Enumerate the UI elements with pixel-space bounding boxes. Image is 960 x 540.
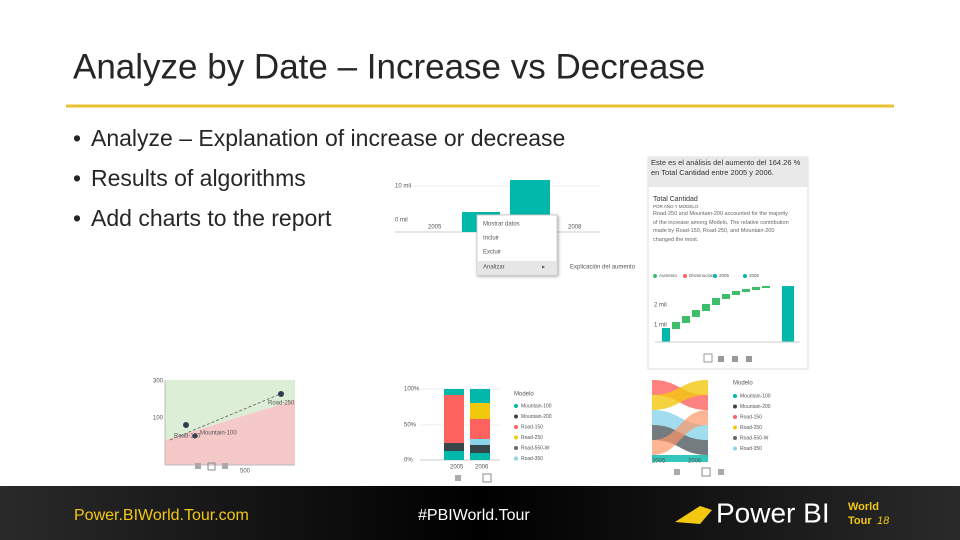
menu-item[interactable]: Excluir [483,250,501,256]
x-label: 2006 [688,459,702,465]
y-label: 100% [404,387,420,393]
panel-chart-subtitle: POR AÑO Y MODELO [653,203,699,209]
legend-dot [514,425,518,429]
menu-highlight [477,261,557,274]
legend-item: Road-550-W [521,445,550,451]
logo-text: Power BI [716,497,830,528]
bullet: Results of algorithms [91,165,306,191]
menu-arrow: ▸ [542,265,545,271]
legend-title: Modelo [514,392,534,398]
sankey-thumb: 2005 2006 Modelo Mountain-100 Mountain-20… [652,380,771,477]
stacked-thumb: 100% 50% 0% 2005 2006 Modelo Mountain-10… [404,387,552,483]
point-label: Mountain-100 [200,431,237,437]
legend-dot [733,394,737,398]
x-label: 2005 [450,465,464,471]
footer-website: Power.BIWorld.Tour.com [74,507,249,524]
x-label: 2006 [475,465,489,471]
legend-item: 2006 [749,273,760,278]
scatter-thumb: 300 100 500 Road-250 Mountain-100 Road-1… [153,379,295,475]
logo-world: World [848,501,879,513]
context-menu: Mostrar datos Incluir Excluir Analizar ▸… [476,214,636,276]
bullet: Analyze – Explanation of increase or dec… [91,125,565,151]
legend-item: 2005 [719,273,730,278]
legend-dot [733,446,737,451]
legend-item: Road-350 [521,456,543,462]
bullet-dot: • [73,125,81,151]
legend-item: Road-250 [521,435,543,441]
menu-item[interactable]: Analizar [483,265,505,271]
bullet-dot: • [73,165,81,191]
footer-hashtag: #PBIWorld.Tour [418,507,530,524]
legend-item: Road-550-W [740,435,769,441]
legend-dot [743,274,747,278]
logo-mark [675,506,712,524]
x-label: 2008 [568,225,582,231]
panel-description-box: Road-250 and Mountain-200 accounted for … [653,211,789,243]
y-label: 1 mil [654,323,667,329]
legend-item: Aumento [659,273,678,278]
legend-item: Disminución [689,273,714,278]
legend-dot [514,414,518,419]
legend-dot [733,404,737,409]
legend-dot [733,415,737,419]
point-label: Road-150 [174,434,201,440]
panel-heading-box: Este es el análisis del aumento del 164.… [651,158,801,177]
point-label: Road-250 [268,401,295,407]
legend-dot [653,274,657,278]
menu-item[interactable]: Incluir [483,236,499,242]
x-label: 2005 [652,459,666,465]
legend-item: Road-350 [740,446,762,452]
legend-item: Mountain-100 [740,393,771,399]
x-label: 2005 [428,225,442,231]
panel-box [647,156,809,370]
analysis-panel: Este es el análisis del aumento del 164.… [647,156,809,370]
slide-title: Analyze by Date – Increase vs Decrease [73,47,705,86]
y-label: 10 mil [395,184,411,190]
waterfall [655,286,800,343]
legend-item: Road-150 [521,424,543,430]
submenu-item[interactable]: Explicación del aumento [570,265,636,271]
legend-title: Modelo [733,381,753,387]
panel-description: Road-250 and Mountain-200 accounted for … [653,211,789,243]
y-label: 50% [404,423,417,429]
y-label: 0 mil [395,218,408,224]
y-label: 0% [404,458,413,464]
bullet: Add charts to the report [91,205,332,231]
legend-item: Road-250 [740,425,762,431]
bullet-dot: • [73,205,81,231]
legend-dot [733,425,737,430]
legend-item: Road-150 [740,414,762,420]
y-label: 2 mil [654,303,667,309]
y-label: 300 [153,379,164,385]
panel-toolbar [703,353,752,363]
panel-chart-title: Total Cantidad [653,196,698,203]
legend-dot [514,456,518,461]
legend-dot [514,446,518,450]
logo-tour: Tour [848,515,872,527]
panel-heading: Este es el análisis del aumento del 164.… [651,158,801,177]
panel-header [648,157,808,187]
footer-bar [0,486,960,540]
y-label: 100 [153,416,164,422]
legend-dot [713,274,717,278]
legend-item: Mountain-200 [740,404,771,410]
legend-dot [514,404,518,408]
legend-dot [514,435,518,440]
legend-dot [733,436,737,440]
menu-item[interactable]: Mostrar datos [483,222,520,228]
logo-year: 18 [877,515,890,527]
legend-item: Mountain-200 [521,414,552,420]
x-label: 500 [240,469,251,475]
legend-dot [683,274,687,278]
legend-item: Mountain-100 [521,403,552,409]
